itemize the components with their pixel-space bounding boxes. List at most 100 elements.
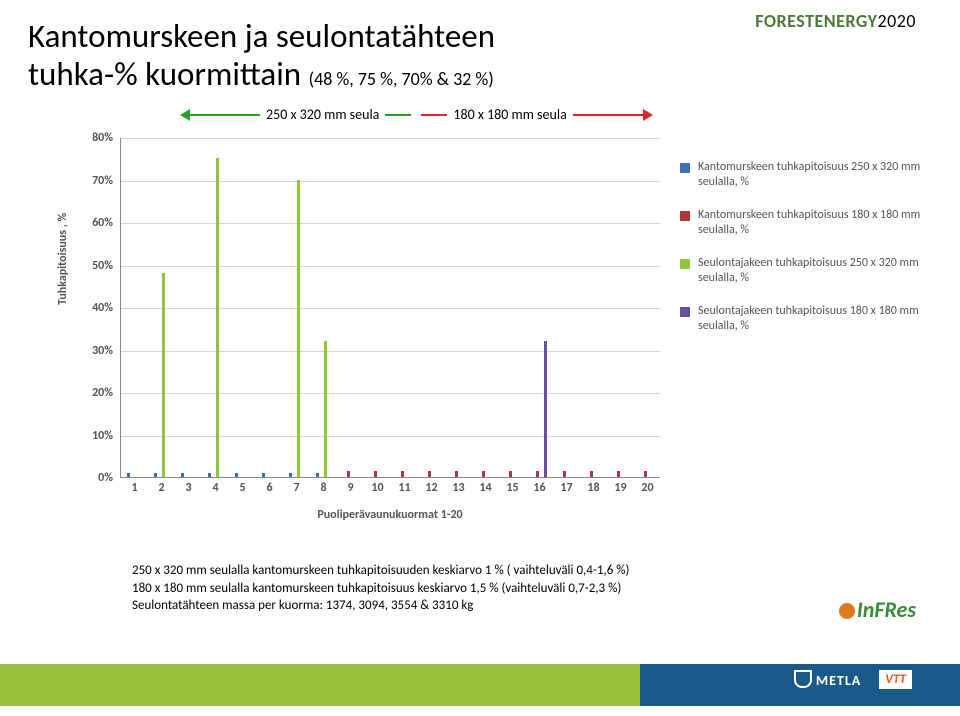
x-tick: 17: [560, 481, 572, 495]
legend: Kantomurskeen tuhkapitoisuus 250 x 320 m…: [680, 160, 922, 352]
x-tick: 14: [479, 481, 491, 495]
x-tick: 8: [320, 481, 326, 495]
y-tick: 10%: [92, 429, 113, 443]
legend-label: Seulontajakeen tuhkapitoisuus 250 x 320 …: [698, 256, 922, 286]
footnote: 250 x 320 mm seulalla kantomurskeen tuhk…: [132, 562, 629, 615]
bar: [216, 158, 219, 477]
x-tick: 11: [398, 481, 410, 495]
legend-item: Seulontajakeen tuhkapitoisuus 180 x 180 …: [680, 304, 922, 334]
arrow-right-head: [643, 109, 653, 121]
bar: [563, 471, 566, 477]
arrow-left-head: [180, 109, 190, 121]
bar: [428, 471, 431, 477]
infres-logo: InFRes: [839, 596, 916, 623]
bar: [162, 273, 165, 477]
title-line-1: Kantomurskeen ja seulontatähteen: [28, 18, 648, 56]
gridline: [121, 181, 660, 182]
bar: [181, 473, 184, 477]
legend-label: Seulontajakeen tuhkapitoisuus 180 x 180 …: [698, 304, 922, 334]
legend-item: Kantomurskeen tuhkapitoisuus 180 x 180 m…: [680, 208, 922, 238]
y-tick: 70%: [92, 174, 113, 188]
x-tick: 16: [533, 481, 545, 495]
bar: [509, 471, 512, 477]
x-tick: 7: [293, 481, 299, 495]
bar: [297, 180, 300, 478]
x-tick: 1: [131, 481, 137, 495]
y-tick: 30%: [92, 344, 113, 358]
bar: [208, 473, 211, 477]
bar: [617, 471, 620, 477]
footnote-line-1: 250 x 320 mm seulalla kantomurskeen tuhk…: [132, 562, 629, 580]
x-axis-label: Puoliperävaunukuormat 1-20: [120, 508, 660, 522]
legend-item: Seulontajakeen tuhkapitoisuus 250 x 320 …: [680, 256, 922, 286]
bar: [316, 473, 319, 477]
x-tick: 19: [614, 481, 626, 495]
x-tick: 10: [371, 481, 383, 495]
gridline: [121, 436, 660, 437]
metla-logo: METLA: [794, 670, 861, 689]
vtt-logo: VTT: [879, 670, 912, 689]
bar: [374, 471, 377, 477]
footer-green: [0, 664, 640, 706]
arrow-right: 180 x 180 mm seula: [421, 106, 652, 123]
legend-swatch: [680, 259, 690, 269]
gridline: [121, 223, 660, 224]
x-tick: 4: [212, 481, 218, 495]
y-tick: 50%: [92, 259, 113, 273]
bar: [262, 473, 265, 477]
y-tick: 20%: [92, 386, 113, 400]
x-tick: 20: [641, 481, 653, 495]
y-tick: 60%: [92, 216, 113, 230]
title-line-2: tuhka-% kuormittain (48 %, 75 %, 70% & 3…: [28, 56, 648, 94]
bar: [544, 341, 547, 477]
sieve-arrows: 250 x 320 mm seula 180 x 180 mm seula: [180, 106, 653, 123]
bar: [289, 473, 292, 477]
legend-label: Kantomurskeen tuhkapitoisuus 180 x 180 m…: [698, 208, 922, 238]
legend-label: Kantomurskeen tuhkapitoisuus 250 x 320 m…: [698, 160, 922, 190]
legend-swatch: [680, 307, 690, 317]
bar: [347, 471, 350, 477]
x-tick: 3: [185, 481, 191, 495]
plot-area: 0%10%20%30%40%50%60%70%80%12345678910111…: [120, 138, 660, 478]
bar: [401, 471, 404, 477]
gridline: [121, 138, 660, 139]
bar: [235, 473, 238, 477]
x-tick: 5: [239, 481, 245, 495]
footer-bar: METLA VTT: [0, 664, 960, 706]
footnote-line-3: Seulontatähteen massa per kuorma: 1374, …: [132, 597, 629, 615]
gridline: [121, 351, 660, 352]
page-title: Kantomurskeen ja seulontatähteen tuhka-%…: [28, 18, 648, 94]
bar: [455, 471, 458, 477]
bar: [590, 471, 593, 477]
legend-swatch: [680, 163, 690, 173]
gridline: [121, 266, 660, 267]
x-tick: 12: [425, 481, 437, 495]
y-tick: 0%: [98, 471, 113, 485]
footnote-line-2: 180 x 180 mm seulalla kantomurskeen tuhk…: [132, 580, 629, 598]
x-tick: 13: [452, 481, 464, 495]
legend-swatch: [680, 211, 690, 221]
forestenergy-logo: FORESTENERGY2020: [755, 10, 916, 32]
bar: [536, 471, 539, 477]
legend-item: Kantomurskeen tuhkapitoisuus 250 x 320 m…: [680, 160, 922, 190]
x-tick: 6: [266, 481, 272, 495]
x-tick: 18: [587, 481, 599, 495]
arrow-left-label: 250 x 320 mm seula: [266, 106, 379, 123]
bar: [644, 471, 647, 477]
bar: [324, 341, 327, 477]
gridline: [121, 308, 660, 309]
chart: Tuhkapitoisuus , % 0%10%20%30%40%50%60%7…: [28, 130, 928, 550]
bar: [154, 473, 157, 477]
gridline: [121, 393, 660, 394]
arrow-right-label: 180 x 180 mm seula: [453, 106, 566, 123]
x-tick: 15: [506, 481, 518, 495]
arrow-left: 250 x 320 mm seula: [180, 106, 411, 123]
y-axis-label: Tuhkapitoisuus , %: [56, 213, 70, 305]
x-tick: 2: [158, 481, 164, 495]
bar: [127, 473, 130, 477]
x-tick: 9: [347, 481, 353, 495]
y-tick: 40%: [92, 301, 113, 315]
footer-blue: METLA VTT: [640, 664, 960, 706]
bar: [482, 471, 485, 477]
y-tick: 80%: [92, 131, 113, 145]
